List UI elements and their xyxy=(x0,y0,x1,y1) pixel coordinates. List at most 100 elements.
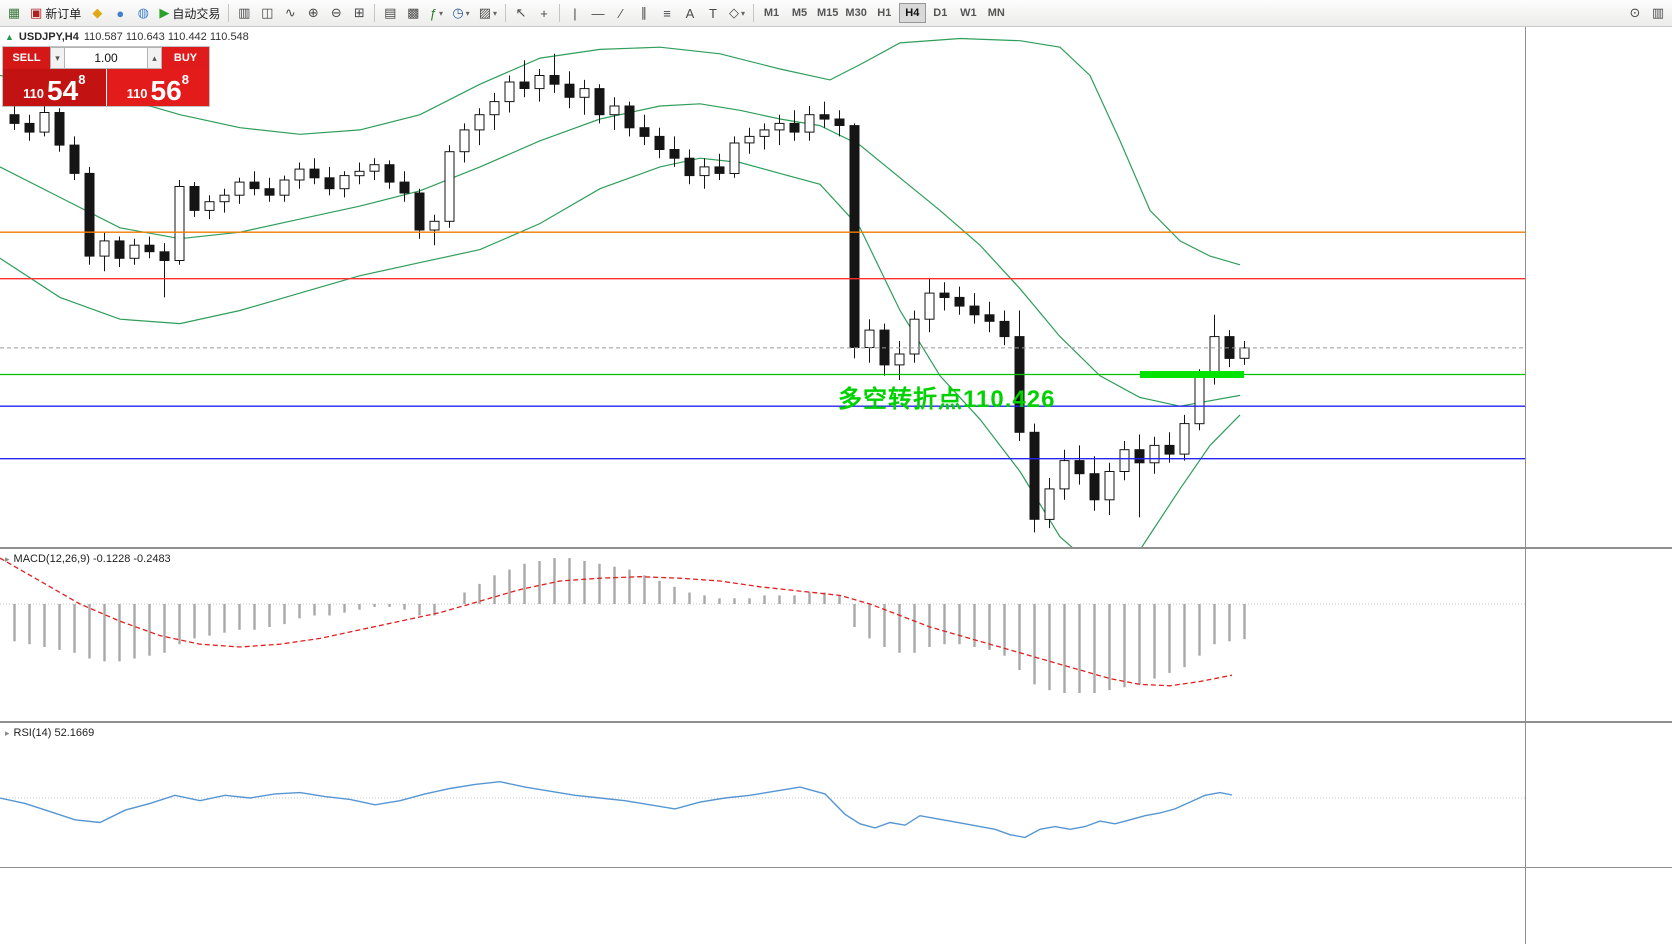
symbol-search-button[interactable]: ⊙ xyxy=(1624,2,1646,24)
timeframe-m15-button[interactable]: M15 xyxy=(817,7,839,19)
vertical-line-icon: | xyxy=(573,5,577,21)
main-chart-pane[interactable]: ▲ USDJPY,H4 110.587 110.643 110.442 110.… xyxy=(0,27,1525,549)
zoom-in-button[interactable]: ⊕ xyxy=(302,2,324,24)
turning-point-annotation[interactable]: 多空转折点110.426 xyxy=(838,386,1056,413)
timeframe-d1-button[interactable]: D1 xyxy=(933,7,948,19)
new-chart-button[interactable]: ▦ xyxy=(3,2,25,24)
indicators-button[interactable]: ƒ ▾ xyxy=(425,2,447,24)
toolbar-separator xyxy=(753,4,755,22)
price-axis-macd[interactable] xyxy=(1526,549,1672,723)
chart-window-button[interactable]: ▥ xyxy=(1647,2,1669,24)
vertical-line-button[interactable]: | xyxy=(564,2,586,24)
dropdown-arrow-icon[interactable]: ▾ xyxy=(438,8,443,18)
bar-chart-type-button[interactable]: ▥ xyxy=(233,2,255,24)
chart-ohlc-values: 110.587 110.643 110.442 110.548 xyxy=(83,31,249,43)
zoom-out-icon: ⊖ xyxy=(330,5,342,20)
horizontal-line-button[interactable]: — xyxy=(587,2,609,24)
chart-profile-button[interactable]: ◆ xyxy=(86,2,108,24)
autotrading-icon: ▶ xyxy=(159,5,170,20)
crosshair-button[interactable]: + xyxy=(533,2,555,24)
cursor-icon: ↖ xyxy=(515,5,527,20)
fibonacci-icon: ≡ xyxy=(663,5,671,21)
shapes-button[interactable]: ◇ ▾ xyxy=(725,2,749,24)
symbol-search-icon: ⊙ xyxy=(1629,5,1641,20)
price-axis-column[interactable] xyxy=(1525,27,1672,944)
new-order-button-label: 新订单 xyxy=(45,6,82,21)
navigator-icon: ● xyxy=(116,5,125,21)
price-axis-main[interactable] xyxy=(1526,27,1672,549)
new-order-icon: ▣ xyxy=(30,5,43,20)
buy-button[interactable]: BUY xyxy=(162,47,209,69)
templates-icon: ▨ xyxy=(478,5,491,20)
buy-price-point: 8 xyxy=(181,72,189,87)
timeframe-m1-button[interactable]: M1 xyxy=(763,7,780,19)
rsi-label: ▸ RSI(14) 52.1669 xyxy=(5,727,94,739)
timeframe-h4-button[interactable]: H4 xyxy=(898,3,926,23)
autotrading-button-label: 自动交易 xyxy=(172,6,221,21)
sell-price-tile[interactable]: 110 54 8 xyxy=(3,69,106,106)
new-order-button[interactable]: ▣ 新订单 xyxy=(26,2,85,24)
sell-price-base: 110 xyxy=(23,86,45,102)
autotrading-button[interactable]: ▶ 自动交易 xyxy=(155,2,224,24)
rsi-pane[interactable]: ▸ RSI(14) 52.1669 xyxy=(0,723,1525,868)
tile-windows-button[interactable]: ⊞ xyxy=(348,2,370,24)
macd-chart[interactable] xyxy=(0,549,1525,721)
buy-price-pips: 56 xyxy=(150,75,182,107)
fibonacci-button[interactable]: ≡ xyxy=(656,2,678,24)
volume-input[interactable]: 1.00 xyxy=(65,47,147,69)
dropdown-arrow-icon[interactable]: ▾ xyxy=(492,8,497,18)
bar-chart-type-icon: ▥ xyxy=(238,5,251,20)
timeframe-m5-button[interactable]: M5 xyxy=(791,7,808,19)
rsi-chart[interactable] xyxy=(0,723,1525,867)
timeframe-m30-button[interactable]: M30 xyxy=(845,7,867,19)
arrange-cascade-icon: ▤ xyxy=(384,5,397,20)
candle-chart-type-icon: ◫ xyxy=(261,5,274,20)
toolbar-separator xyxy=(505,4,506,22)
shapes-icon: ◇ xyxy=(729,5,739,20)
horizontal-line-icon: — xyxy=(591,5,605,21)
cursor-button[interactable]: ↖ xyxy=(510,2,532,24)
trendline-icon: ∕ xyxy=(619,5,623,21)
channel-button[interactable]: ∥ xyxy=(633,2,655,24)
rsi-label-text: RSI(14) 52.1669 xyxy=(13,727,95,739)
timeframe-mn-button[interactable]: MN xyxy=(987,7,1005,19)
arrange-tile-button[interactable]: ▩ xyxy=(402,2,424,24)
line-chart-type-button[interactable]: ∿ xyxy=(279,2,301,24)
periods-icon: ◷ xyxy=(452,5,464,20)
candlestick-chart[interactable] xyxy=(0,27,1525,547)
macd-label: ▸ MACD(12,26,9) -0.1228 -0.2483 xyxy=(5,553,171,565)
navigator-button[interactable]: ● xyxy=(109,2,131,24)
toolbar: ▦ ▣ 新订单 ◆ ● ◍ ▶ 自动交易 ▥ ◫ ∿ ⊕ ⊖ ⊞ ▤ ▩ ƒ ▾ ◷ ▾ ▨ ▾ ↖ + | — ∕ ∥ ≡ A T ◇ ▾ M1… xyxy=(0,0,1672,27)
workspace: ▲ USDJPY,H4 110.587 110.643 110.442 110.… xyxy=(0,27,1672,944)
price-axis-rsi[interactable] xyxy=(1526,723,1672,868)
volume-decrease-button[interactable]: ▾ xyxy=(50,47,65,69)
text-button[interactable]: A xyxy=(679,2,701,24)
sell-price-point: 8 xyxy=(78,72,86,87)
toolbar-separator xyxy=(228,4,230,22)
candle-chart-type-button[interactable]: ◫ xyxy=(256,2,278,24)
text-label-icon: T xyxy=(709,5,717,21)
volume-increase-button[interactable]: ▴ xyxy=(147,47,162,69)
data-window-button[interactable]: ◍ xyxy=(132,2,154,24)
sell-button[interactable]: SELL xyxy=(3,47,50,69)
arrange-cascade-button[interactable]: ▤ xyxy=(379,2,401,24)
timeframe-w1-button[interactable]: W1 xyxy=(960,7,977,19)
macd-pane[interactable]: ▸ MACD(12,26,9) -0.1228 -0.2483 xyxy=(0,549,1525,723)
axis-corner xyxy=(1526,868,1672,944)
buy-price-tile[interactable]: 110 56 8 xyxy=(106,69,209,107)
symbol-triangle-icon: ▲ xyxy=(5,32,14,42)
indicator-marker-icon: ▸ xyxy=(5,727,10,738)
zoom-out-button[interactable]: ⊖ xyxy=(325,2,347,24)
indicators-icon: ƒ xyxy=(429,5,437,21)
trade-panel-prices: 110 54 8 110 56 8 xyxy=(3,69,209,106)
text-label-button[interactable]: T xyxy=(702,2,724,24)
templates-button[interactable]: ▨ ▾ xyxy=(475,2,501,24)
trendline-button[interactable]: ∕ xyxy=(610,2,632,24)
dropdown-arrow-icon[interactable]: ▾ xyxy=(465,8,470,18)
dropdown-arrow-icon[interactable]: ▾ xyxy=(741,8,746,18)
chart-symbol: USDJPY,H4 xyxy=(18,31,79,43)
timeframe-h1-button[interactable]: H1 xyxy=(877,7,892,19)
time-axis[interactable] xyxy=(0,868,1525,944)
periods-button[interactable]: ◷ ▾ xyxy=(448,2,473,24)
